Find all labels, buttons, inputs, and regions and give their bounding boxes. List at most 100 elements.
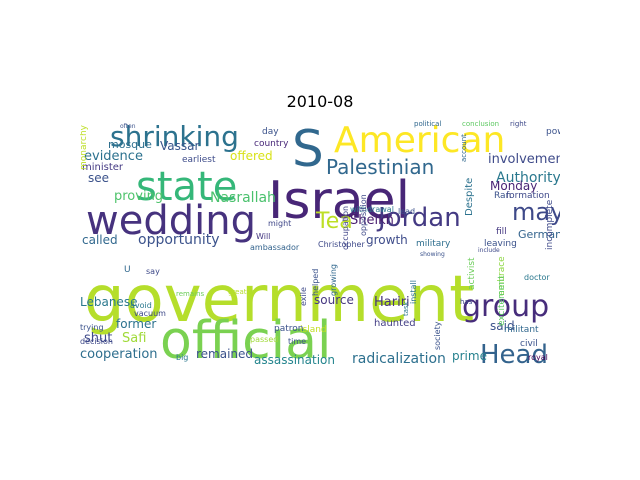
word-power: power <box>546 127 560 137</box>
word-wedding: wedding <box>86 198 256 244</box>
word-patron: patron <box>274 324 303 334</box>
word-vassar: Vassar <box>160 139 199 153</box>
word-government: government <box>84 263 474 337</box>
word-will: Will <box>256 232 270 241</box>
word-see: see <box>88 171 109 185</box>
word-ambassador: ambassador <box>250 243 300 252</box>
word-task: task <box>402 300 410 316</box>
word-island: island <box>300 325 327 335</box>
word-group: group <box>462 289 549 324</box>
word-showing: showing <box>420 251 445 258</box>
word-install: install <box>409 280 418 304</box>
word-radicalization: radicalization <box>352 351 446 364</box>
word-conclusion: conclusion <box>462 120 499 128</box>
word-big: big <box>176 353 188 362</box>
word-monarchy: monarchy <box>80 124 89 170</box>
word-incomplete: incomplete <box>545 199 555 250</box>
word-time: time <box>288 337 306 346</box>
word-source: source <box>314 293 354 307</box>
word-shrinking: shrinking <box>110 120 239 153</box>
word-remains: remains <box>176 290 205 298</box>
word-involvement: involvement <box>488 152 560 167</box>
word-jordan: Jordan <box>376 203 461 233</box>
word-withdrawal: withdrawal <box>350 205 394 214</box>
word-former: former <box>116 317 156 331</box>
word-hariri: Hariri <box>374 295 410 310</box>
word-palestinian: Palestinian <box>326 155 434 179</box>
word-proving: proving <box>114 189 163 204</box>
word-political: political <box>414 120 441 128</box>
word-helped: helped <box>311 269 320 296</box>
word-say: say <box>146 267 160 276</box>
word-often: often <box>120 123 136 130</box>
word-opposition: opposition <box>359 194 368 236</box>
word-minister: minister <box>82 162 124 173</box>
word-vacuum: vacuum <box>134 309 166 318</box>
word-u: U <box>124 265 131 275</box>
word-country: country <box>254 139 289 149</box>
word-said: said <box>490 319 515 333</box>
word-might: might <box>268 219 291 228</box>
word-trying: trying <box>80 323 104 332</box>
word-christopher: Christopher <box>318 240 365 249</box>
word-right: right <box>510 120 527 128</box>
word-earliest: earliest <box>182 155 216 165</box>
word-growth: growth <box>366 233 408 247</box>
word-day: day <box>262 127 279 137</box>
word-offered: offered <box>230 149 273 163</box>
word-royal: royal <box>528 353 548 362</box>
word-remained: remained <box>196 347 253 361</box>
word-american: American <box>334 120 505 161</box>
word-leaving: leaving <box>484 239 517 249</box>
word-cloud: government official Israel S American wedding… <box>80 116 560 364</box>
word-safi: Safi <box>122 331 146 346</box>
word-passed: passed <box>250 335 278 344</box>
word-greater: greater <box>228 288 254 296</box>
word-avoid: avoid <box>130 301 152 310</box>
word-sheikh: Sheikh <box>350 213 394 228</box>
word-militant: militant <box>504 325 539 335</box>
word-mosque: mosque <box>108 138 152 151</box>
word-may: may <box>512 198 560 226</box>
word-s: S <box>292 120 324 178</box>
word-society: society <box>433 321 442 350</box>
chart-title: 2010-08 <box>286 92 354 111</box>
word-formation: formation <box>506 191 550 201</box>
word-civil: civil <box>520 339 538 349</box>
word-tea: Tea <box>315 209 353 234</box>
word-account: account <box>460 134 468 162</box>
word-haunted: haunted <box>374 318 416 329</box>
word-monday: Monday <box>490 179 537 193</box>
word-israel: Israel <box>268 171 410 231</box>
word-occupation: occupation <box>341 206 350 250</box>
word-prime: prime <box>452 349 487 363</box>
word-decision: decision <box>80 337 113 346</box>
word-lebanese: Lebanese <box>80 295 137 309</box>
word-german: German <box>518 228 560 241</box>
word-ran: Ran <box>494 191 511 201</box>
word-excitement: excitement <box>497 275 507 326</box>
word-despite: Despite <box>464 178 475 216</box>
word-assassination: assassination <box>254 353 335 364</box>
word-state: state <box>136 164 237 210</box>
word-doctor: doctor <box>524 273 550 282</box>
word-embrace: embrace <box>497 256 507 296</box>
word-official: official <box>160 311 331 364</box>
word-military: military <box>416 239 451 249</box>
word-called: called <box>82 233 118 247</box>
word-evidence: evidence <box>84 149 143 164</box>
word-has: has <box>460 298 473 306</box>
word-include: include <box>478 247 500 254</box>
word-head: Head <box>480 340 548 364</box>
word-fill: fill <box>496 227 507 237</box>
word-shut: shut <box>84 331 112 346</box>
word-cooperation: cooperation <box>80 347 158 362</box>
word-growing: growing <box>329 264 338 296</box>
word-exile: exile <box>299 287 308 306</box>
word-nasrallah: Nasrallah <box>210 190 276 206</box>
word-activist: activist <box>467 257 477 290</box>
word-authority: Authority <box>496 170 560 186</box>
word-lead: lead <box>398 207 415 216</box>
